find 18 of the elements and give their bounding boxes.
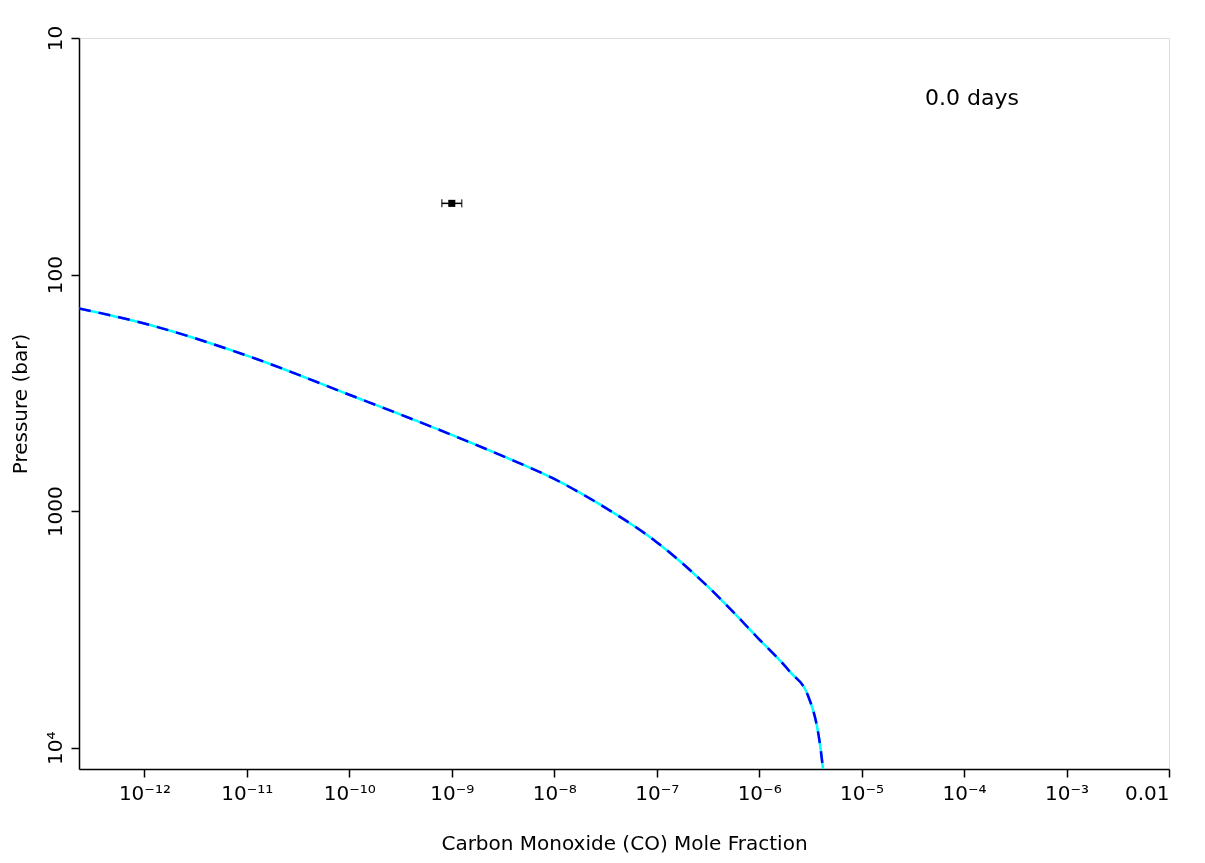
y-tick-label: 10⁴ (42, 731, 67, 765)
x-tick-label: 10⁻⁷ (635, 780, 680, 805)
x-tick-label: 10⁻⁸ (532, 780, 577, 805)
x-tick-label: 10⁻⁶ (737, 780, 782, 805)
x-tick-label: 10⁻¹⁰ (323, 780, 376, 805)
x-tick-label: 10⁻¹² (118, 780, 171, 805)
x-tick-label: 10⁻⁴ (942, 780, 987, 805)
y-axis-title: Pressure (bar) (7, 333, 32, 475)
y-tick-label: 100 (42, 255, 67, 295)
x-axis-title: Carbon Monoxide (CO) Mole Fraction (441, 830, 808, 855)
y-tick-label: 10 (42, 25, 67, 52)
x-tick-label: 10⁻³ (1045, 780, 1090, 805)
y-tick-label: 1000 (42, 486, 67, 538)
x-tick-label: 10⁻⁹ (430, 780, 475, 805)
x-tick-label: 10⁻⁵ (840, 780, 885, 805)
annotation: 0.0 days (925, 85, 1019, 110)
x-tick-label: 0.01 (1124, 780, 1170, 805)
x-tick-label: 10⁻¹¹ (221, 780, 274, 805)
